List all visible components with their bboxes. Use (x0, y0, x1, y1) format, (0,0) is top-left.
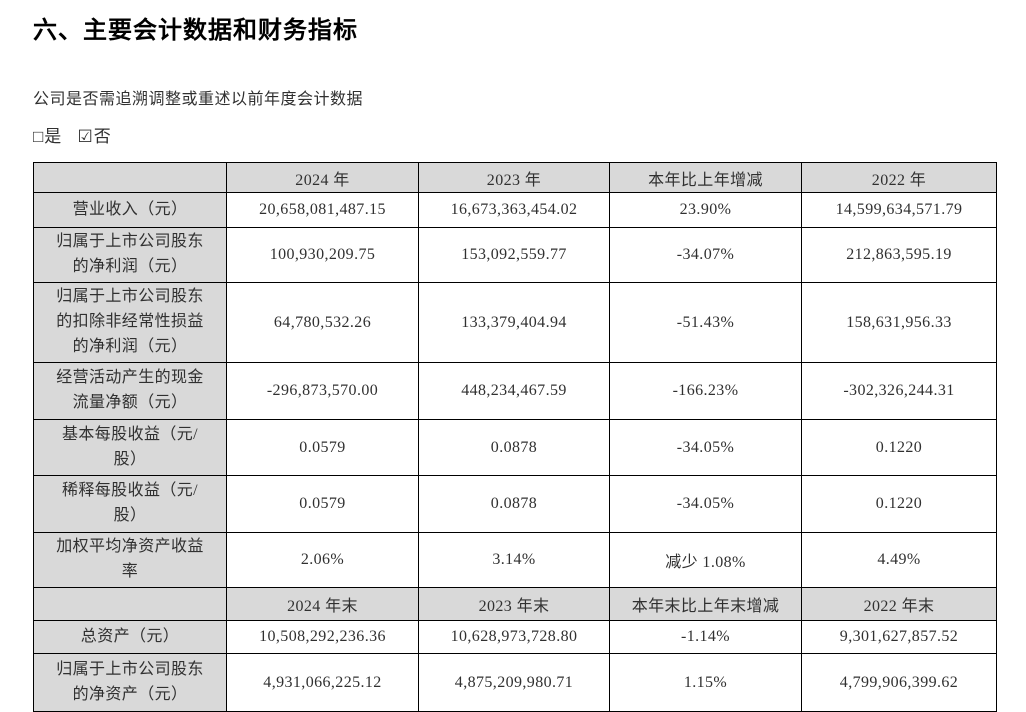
table-row-net-profit: 归属于上市公司股东 的净利润（元） 100,930,209.75 153,092… (33, 227, 997, 283)
cell-change: 减少 1.08% (609, 532, 802, 588)
header-2023: 2023 年 (418, 162, 610, 193)
cell-2024: -296,873,570.00 (226, 362, 419, 420)
header-empty-cell (33, 162, 227, 193)
checkbox-no: ☑否 (78, 127, 112, 146)
checkbox-row: □是 ☑否 (33, 122, 996, 147)
header-yearend-change: 本年末比上年末增减 (609, 587, 802, 621)
section-title: 六、主要会计数据和财务指标 (33, 18, 358, 44)
row-label: 归属于上市公司股东 的净利润（元） (33, 227, 227, 283)
header-2024: 2024 年 (226, 162, 419, 193)
row-label: 总资产（元） (33, 620, 227, 654)
cell-2022: 4,799,906,399.62 (801, 653, 997, 712)
table-header-row-yearend: 2024 年末 2023 年末 本年末比上年末增减 2022 年末 (33, 587, 997, 621)
cell-2022: 14,599,634,571.79 (801, 192, 997, 228)
cell-2022: 158,631,956.33 (801, 282, 997, 363)
restatement-question: 公司是否需追溯调整或重述以前年度会计数据 (33, 91, 364, 108)
table-row-weighted-roe: 加权平均净资产收益 率 2.06% 3.14% 减少 1.08% 4.49% (33, 532, 997, 588)
row-label: 经营活动产生的现金 流量净额（元） (33, 362, 227, 420)
cell-2024: 0.0579 (226, 475, 419, 533)
cell-2022: 4.49% (801, 532, 997, 588)
cell-2023: 0.0878 (418, 475, 610, 533)
cell-2024: 4,931,066,225.12 (226, 653, 419, 712)
cell-2022: 0.1220 (801, 475, 997, 533)
row-label: 基本每股收益（元/ 股） (33, 419, 227, 476)
cell-2024: 0.0579 (226, 419, 419, 476)
header-yoy-change: 本年比上年增减 (609, 162, 802, 193)
cell-change: -166.23% (609, 362, 802, 420)
row-label: 归属于上市公司股东 的扣除非经常性损益 的净利润（元） (33, 282, 227, 363)
table-row-net-profit-excl-nonrecurring: 归属于上市公司股东 的扣除非经常性损益 的净利润（元） 64,780,532.2… (33, 282, 997, 363)
table-header-row-annual: 2024 年 2023 年 本年比上年增减 2022 年 (33, 162, 997, 193)
cell-2023: 4,875,209,980.71 (418, 653, 610, 712)
cell-2022: -302,326,244.31 (801, 362, 997, 420)
cell-change: -51.43% (609, 282, 802, 363)
checkbox-yes: □是 (33, 127, 62, 146)
cell-2024: 64,780,532.26 (226, 282, 419, 363)
cell-2023: 16,673,363,454.02 (418, 192, 610, 228)
cell-change: 23.90% (609, 192, 802, 228)
checkbox-no-label: 否 (93, 127, 112, 146)
cell-2023: 153,092,559.77 (418, 227, 610, 283)
row-label: 归属于上市公司股东 的净资产（元） (33, 653, 227, 712)
header-2024-yearend: 2024 年末 (226, 587, 419, 621)
cell-2024: 2.06% (226, 532, 419, 588)
table-row-basic-eps: 基本每股收益（元/ 股） 0.0579 0.0878 -34.05% 0.122… (33, 419, 997, 476)
cell-change: -34.07% (609, 227, 802, 283)
row-label: 营业收入（元） (33, 192, 227, 228)
cell-2022: 9,301,627,857.52 (801, 620, 997, 654)
table-row-total-assets: 总资产（元） 10,508,292,236.36 10,628,973,728.… (33, 620, 997, 654)
checkbox-yes-label: 是 (44, 127, 63, 146)
cell-2024: 10,508,292,236.36 (226, 620, 419, 654)
cell-2023: 448,234,467.59 (418, 362, 610, 420)
header-2022-yearend: 2022 年末 (801, 587, 997, 621)
cell-change: -34.05% (609, 475, 802, 533)
row-label: 稀释每股收益（元/ 股） (33, 475, 227, 533)
cell-2023: 10,628,973,728.80 (418, 620, 610, 654)
header-2023-yearend: 2023 年末 (418, 587, 610, 621)
row-label: 加权平均净资产收益 率 (33, 532, 227, 588)
cell-change: 1.15% (609, 653, 802, 712)
financial-indicators-table: 2024 年 2023 年 本年比上年增减 2022 年 营业收入（元） 20,… (33, 162, 997, 712)
header-empty-cell (33, 587, 227, 621)
cell-2023: 3.14% (418, 532, 610, 588)
cell-2023: 133,379,404.94 (418, 282, 610, 363)
cell-2024: 100,930,209.75 (226, 227, 419, 283)
header-2022: 2022 年 (801, 162, 997, 193)
table-row-net-assets: 归属于上市公司股东 的净资产（元） 4,931,066,225.12 4,875… (33, 653, 997, 712)
table-row-diluted-eps: 稀释每股收益（元/ 股） 0.0579 0.0878 -34.05% 0.122… (33, 475, 997, 533)
table-row-operating-cash-flow: 经营活动产生的现金 流量净额（元） -296,873,570.00 448,23… (33, 362, 997, 420)
cell-2024: 20,658,081,487.15 (226, 192, 419, 228)
cell-change: -34.05% (609, 419, 802, 476)
cell-change: -1.14% (609, 620, 802, 654)
table-row-revenue: 营业收入（元） 20,658,081,487.15 16,673,363,454… (33, 192, 997, 228)
checkbox-unchecked-icon: □ (33, 127, 45, 146)
cell-2022: 0.1220 (801, 419, 997, 476)
checkbox-checked-icon: ☑ (77, 127, 94, 146)
cell-2023: 0.0878 (418, 419, 610, 476)
cell-2022: 212,863,595.19 (801, 227, 997, 283)
